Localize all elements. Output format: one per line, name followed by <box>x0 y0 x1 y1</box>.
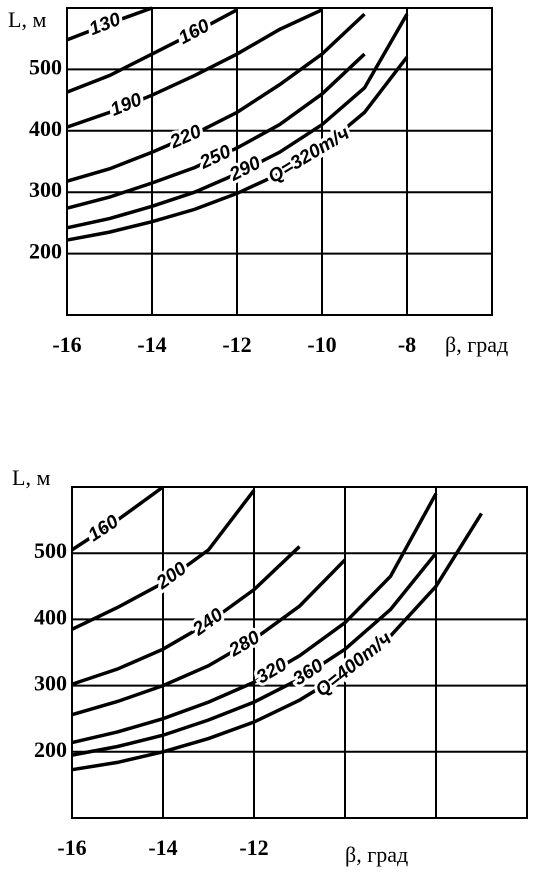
curve <box>71 485 165 552</box>
curve <box>71 558 347 717</box>
y-tick-label: 300 <box>34 671 67 696</box>
curve <box>66 12 366 183</box>
y-tick-label: 500 <box>34 538 67 563</box>
x-tick-label: -12 <box>239 835 268 860</box>
curve <box>71 492 438 745</box>
y-tick-label: 400 <box>29 116 62 141</box>
x-tick-label: -16 <box>57 835 86 860</box>
curve-label: 160 <box>85 511 123 546</box>
curve <box>66 8 323 129</box>
y-tick-label: 200 <box>29 239 62 264</box>
curve <box>71 545 301 686</box>
curve <box>66 52 366 210</box>
x-tick-label: -8 <box>398 332 416 357</box>
y-tick-label: 200 <box>34 737 67 762</box>
curve <box>66 8 238 94</box>
curve-label: 130 <box>86 9 124 40</box>
curve <box>66 6 153 42</box>
y-axis-label: L, м <box>8 7 46 32</box>
curve <box>71 552 438 757</box>
x-axis-label: β, град <box>345 842 408 867</box>
y-tick-label: 500 <box>29 54 62 79</box>
y-tick-label: 300 <box>29 177 62 202</box>
x-axis-label: β, град <box>445 332 508 357</box>
x-tick-label: -14 <box>148 835 177 860</box>
plot-frame <box>66 7 493 316</box>
curve-label: 200 <box>152 558 191 594</box>
y-tick-label: 400 <box>34 604 67 629</box>
plot-frame <box>71 486 528 819</box>
x-tick-label: -12 <box>222 332 251 357</box>
x-tick-label: -16 <box>52 332 81 357</box>
curve <box>66 56 409 242</box>
curve-label: 190 <box>108 89 146 121</box>
curve <box>71 512 483 772</box>
curve-label: 160 <box>175 15 213 49</box>
curve-label: 240 <box>188 604 227 640</box>
x-tick-label: -14 <box>137 332 166 357</box>
x-tick-label: -10 <box>307 332 336 357</box>
curve-label: 320 <box>253 654 291 688</box>
curve-label: 220 <box>166 121 205 153</box>
curve <box>66 13 409 230</box>
curve <box>71 489 256 631</box>
y-axis-label: L, м <box>12 465 50 490</box>
curve-label: 280 <box>225 627 264 662</box>
